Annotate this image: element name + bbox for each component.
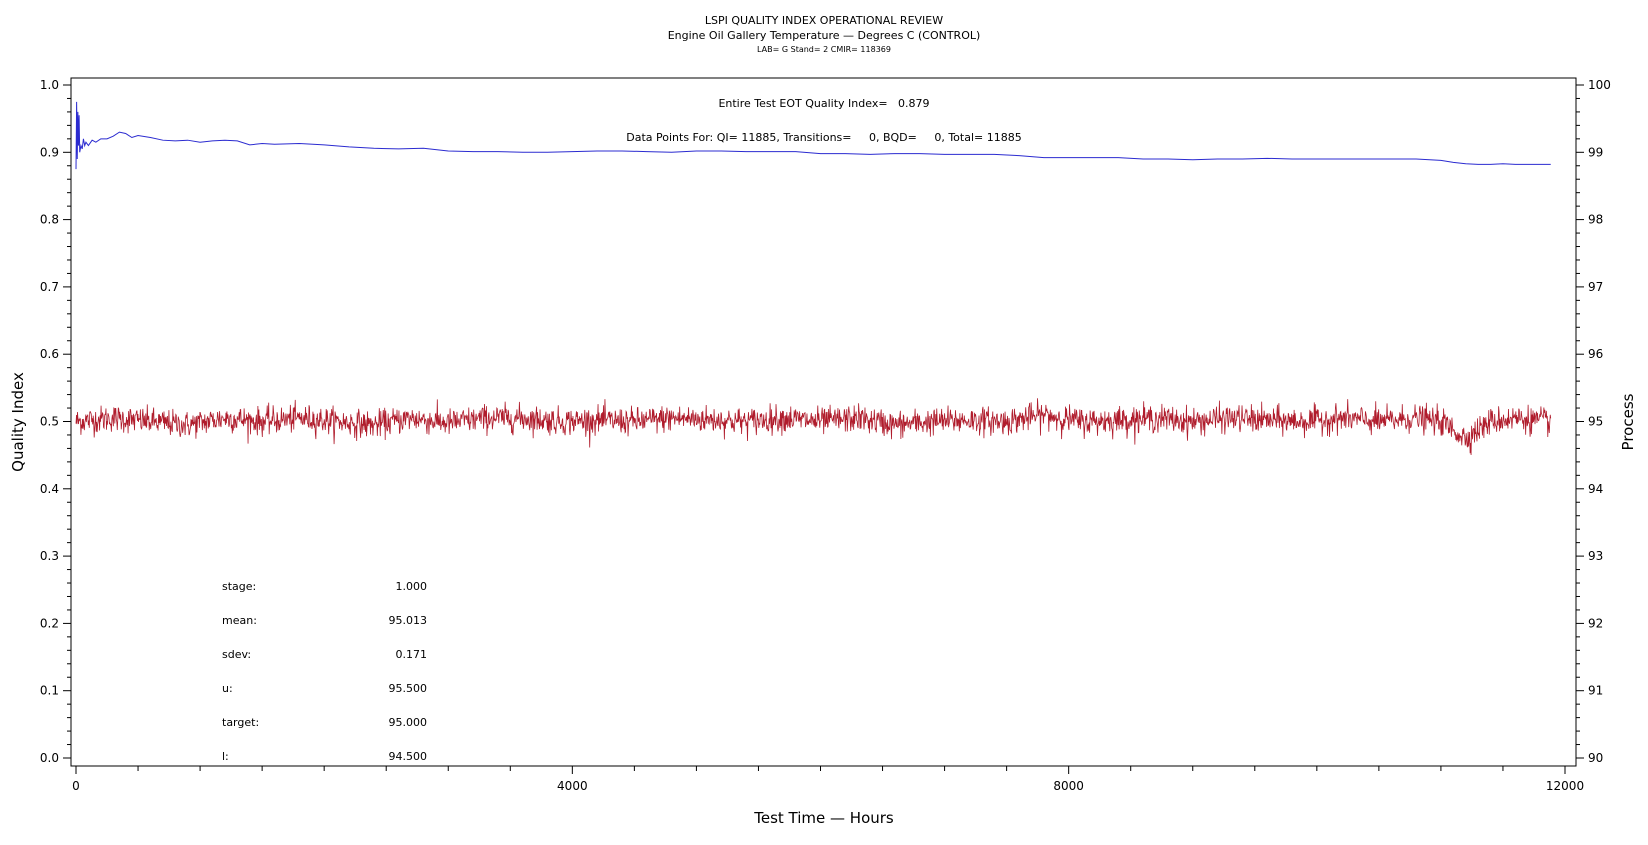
stat-label: l: [222, 750, 229, 763]
x-tick-label: 8000 [1053, 779, 1084, 793]
y-left-tick-label: 0.6 [40, 347, 59, 361]
data-points-annotation: Data Points For: QI= 11885, Transitions=… [626, 131, 1021, 144]
y-right-tick-label: 97 [1588, 280, 1603, 294]
y-right-tick-label: 92 [1588, 616, 1603, 630]
y-left-tick-label: 1.0 [40, 78, 59, 92]
y-left-tick-label: 0.1 [40, 684, 59, 698]
stat-label: stage: [222, 580, 256, 593]
y-right-tick-label: 93 [1588, 549, 1603, 563]
chart-title: LSPI QUALITY INDEX OPERATIONAL REVIEW [705, 14, 943, 27]
y-left-tick-label: 0.9 [40, 145, 59, 159]
chart-subtitle: Engine Oil Gallery Temperature — Degrees… [668, 29, 981, 42]
stat-value: 94.500 [389, 750, 428, 763]
stat-value: 1.000 [396, 580, 428, 593]
y-right-tick-label: 91 [1588, 684, 1603, 698]
y-right-tick-label: 94 [1588, 482, 1603, 496]
stat-value: 95.500 [389, 682, 428, 695]
y-left-tick-label: 0.0 [40, 751, 59, 765]
y-right-tick-label: 90 [1588, 751, 1603, 765]
x-tick-label: 4000 [557, 779, 588, 793]
stat-label: target: [222, 716, 259, 729]
stat-value: 95.000 [389, 716, 428, 729]
stat-label: u: [222, 682, 233, 695]
axis-ticks: 0 4000 8000 12000 0.0 0.1 0.2 0.3 0.4 0.5 0.6 0.7 0.… [40, 78, 1611, 793]
y-right-tick-label: 99 [1588, 145, 1603, 159]
x-tick-label: 0 [72, 779, 80, 793]
y-right-tick-label: 98 [1588, 213, 1603, 227]
y-right-tick-label: 96 [1588, 347, 1603, 361]
y-left-tick-label: 0.7 [40, 280, 59, 294]
x-axis-label: Test Time — Hours [753, 809, 894, 827]
process-series-line [75, 398, 1552, 455]
y-left-tick-label: 0.2 [40, 616, 59, 630]
y-left-tick-label: 0.4 [40, 482, 59, 496]
y-left-tick-label: 0.5 [40, 415, 59, 429]
stat-value: 0.171 [396, 648, 428, 661]
chart-subsubtitle: LAB= G Stand= 2 CMIR= 118369 [757, 45, 891, 54]
stat-label: sdev: [222, 648, 251, 661]
series-group [75, 101, 1552, 455]
quality-index-annotation: Entire Test EOT Quality Index= 0.879 [718, 97, 929, 110]
y-left-tick-label: 0.3 [40, 549, 59, 563]
stat-label: mean: [222, 614, 257, 627]
stat-value: 95.013 [389, 614, 428, 627]
quality-index-series-line [75, 101, 1551, 170]
y-left-tick-label: 0.8 [40, 213, 59, 227]
y-right-tick-label: 100 [1588, 78, 1611, 92]
y-axis-left-label: Quality Index [9, 372, 27, 472]
x-tick-label: 12000 [1546, 779, 1584, 793]
y-right-tick-label: 95 [1588, 415, 1603, 429]
y-axis-right-label: Process [1619, 393, 1637, 450]
stats-table: stage: 1.000 mean: 95.013 sdev: 0.171 u: 95.500… [222, 580, 427, 763]
